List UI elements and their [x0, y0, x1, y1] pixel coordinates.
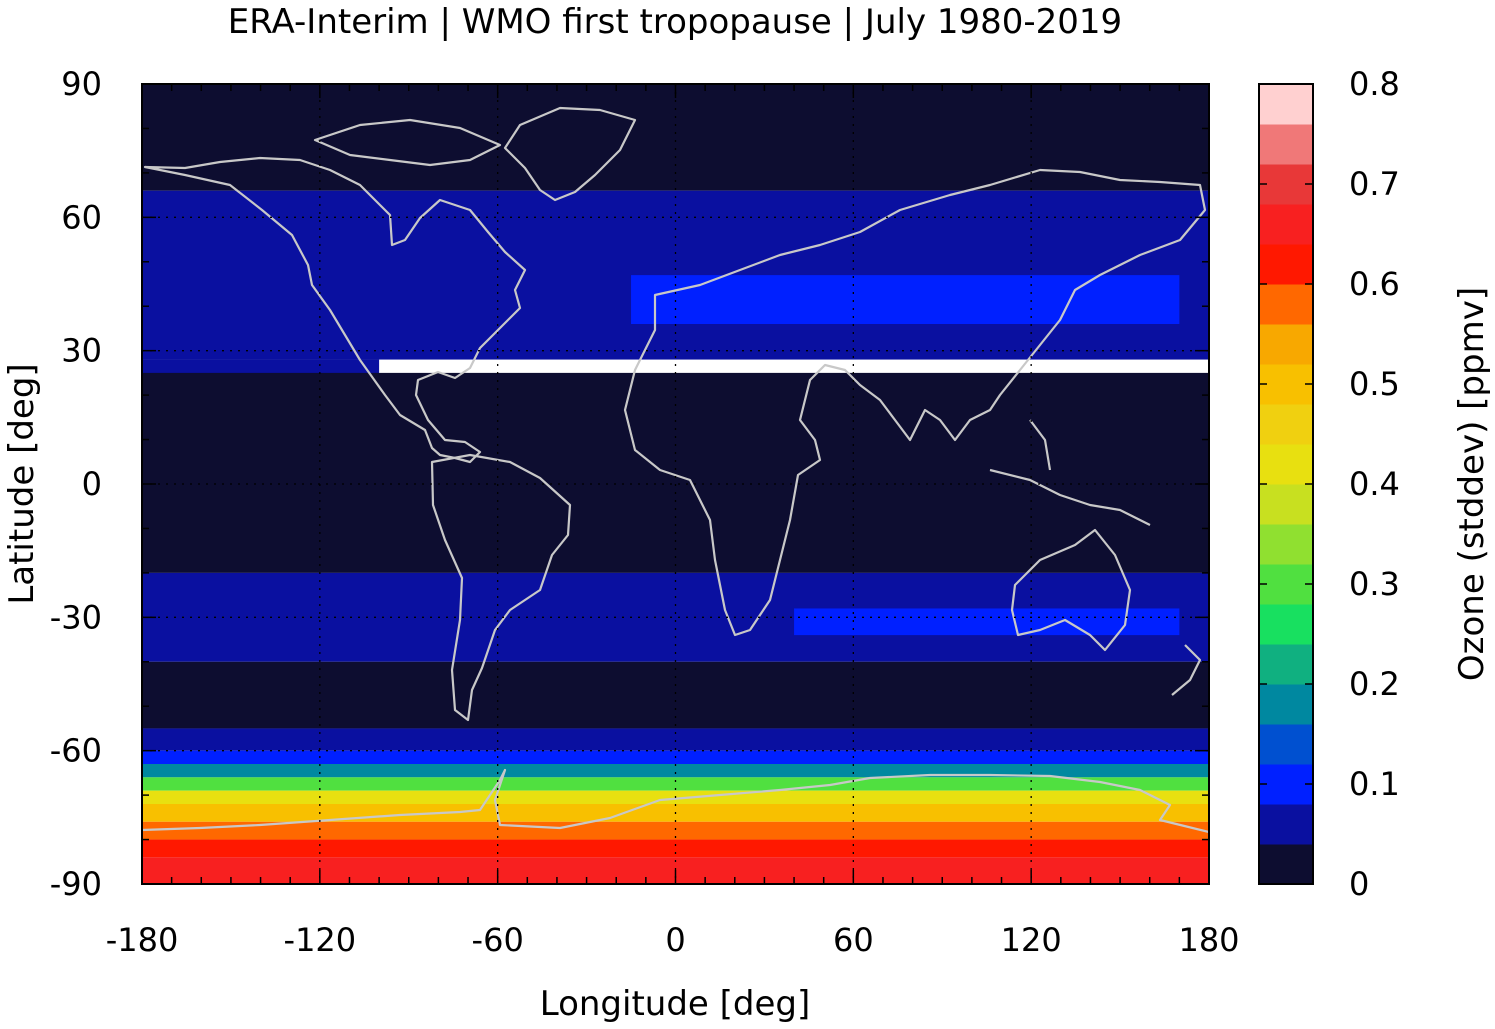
x-tick-label: 180 — [1178, 921, 1239, 959]
colorbar-frame — [1258, 83, 1314, 885]
colorbar-tick-label: 0.2 — [1349, 665, 1400, 703]
heatmap-band — [142, 777, 1209, 791]
colorbar-level — [1259, 844, 1313, 885]
x-axis-label: Longitude [deg] — [540, 984, 811, 1024]
colorbar-level — [1259, 564, 1313, 605]
colorbar-level — [1259, 84, 1313, 125]
heatmap-band — [142, 821, 1209, 840]
grid-layer — [142, 84, 1209, 884]
x-tick-labels: -180 -120 -60 0 60 120 180 — [106, 921, 1240, 959]
colorbar-level — [1259, 804, 1313, 845]
coastline-antarctica — [142, 768, 1209, 834]
x-tick-label: 60 — [833, 921, 874, 959]
coastline-se-asia-islands — [989, 419, 1151, 526]
colorbar-level — [1259, 724, 1313, 765]
coastline-greenland — [503, 106, 637, 202]
heatmap-band — [142, 661, 1209, 729]
y-tick-labels: 90 60 30 0 -30 -60 -90 — [50, 65, 102, 903]
heatmap-band — [142, 372, 1209, 573]
colorbar-level — [1259, 404, 1313, 445]
chart-title: ERA-Interim | WMO first tropopause | Jul… — [228, 2, 1122, 42]
coastline-north-america — [143, 156, 527, 464]
coastline-arctic-islands — [313, 118, 502, 167]
coastline-australia — [1010, 528, 1132, 652]
colorbar-level — [1259, 324, 1313, 365]
colorbar-tick-labels: 0 0.1 0.2 0.3 0.4 0.5 0.6 0.7 0.8 — [1349, 65, 1400, 903]
y-tick-label: 60 — [61, 198, 102, 236]
colorbar-tick-label: 0 — [1349, 865, 1369, 903]
heatmap-band — [631, 275, 1180, 324]
x-tick-label: -180 — [106, 921, 179, 959]
x-tick-label: -60 — [472, 921, 524, 959]
x-tick-label: 0 — [665, 921, 685, 959]
colorbar-tick-label: 0.4 — [1349, 465, 1400, 503]
colorbar-level — [1259, 204, 1313, 245]
y-axis-label: Latitude [deg] — [2, 363, 42, 604]
coastline-south-america — [430, 453, 572, 722]
colorbar-tick-label: 0.8 — [1349, 65, 1400, 103]
colorbar-level — [1259, 604, 1313, 645]
colorbar-tick-label: 0.6 — [1349, 265, 1400, 303]
colorbar-level — [1259, 764, 1313, 805]
heatmap-layer — [142, 84, 1209, 884]
colorbar-level — [1259, 484, 1313, 525]
colorbar-level — [1259, 644, 1313, 685]
colorbar-level — [1259, 164, 1313, 205]
heatmap-band — [794, 608, 1180, 636]
y-tick-label: 30 — [61, 332, 102, 370]
coastline-new-zealand — [1171, 644, 1202, 696]
x-tick-label: -120 — [284, 921, 357, 959]
colorbar-label: Ozone (stddev) [ppmv] — [1452, 287, 1492, 681]
colorbar-tick-label: 0.7 — [1349, 165, 1400, 203]
x-tick-label: 120 — [1001, 921, 1062, 959]
colorbar-level — [1259, 524, 1313, 565]
colorbar-tick-label: 0.1 — [1349, 765, 1400, 803]
y-tick-label: -60 — [50, 732, 102, 770]
axis-ticks — [141, 83, 1210, 885]
heatmap-band — [142, 839, 1209, 858]
y-tick-label: -30 — [50, 598, 102, 636]
colorbar-level — [1259, 684, 1313, 725]
colorbar-level — [1259, 364, 1313, 405]
colorbar-level — [1259, 284, 1313, 325]
colorbar-tick-label: 0.5 — [1349, 365, 1400, 403]
y-tick-label: -90 — [50, 865, 102, 903]
colorbar-level — [1259, 244, 1313, 285]
y-tick-label: 0 — [82, 465, 102, 503]
y-tick-label: 90 — [61, 65, 102, 103]
colorbar-tick-label: 0.3 — [1349, 565, 1400, 603]
colorbar-level — [1259, 124, 1313, 165]
heatmap-band — [142, 728, 1209, 751]
colorbar — [1259, 83, 1313, 885]
colorbar-level — [1259, 444, 1313, 485]
